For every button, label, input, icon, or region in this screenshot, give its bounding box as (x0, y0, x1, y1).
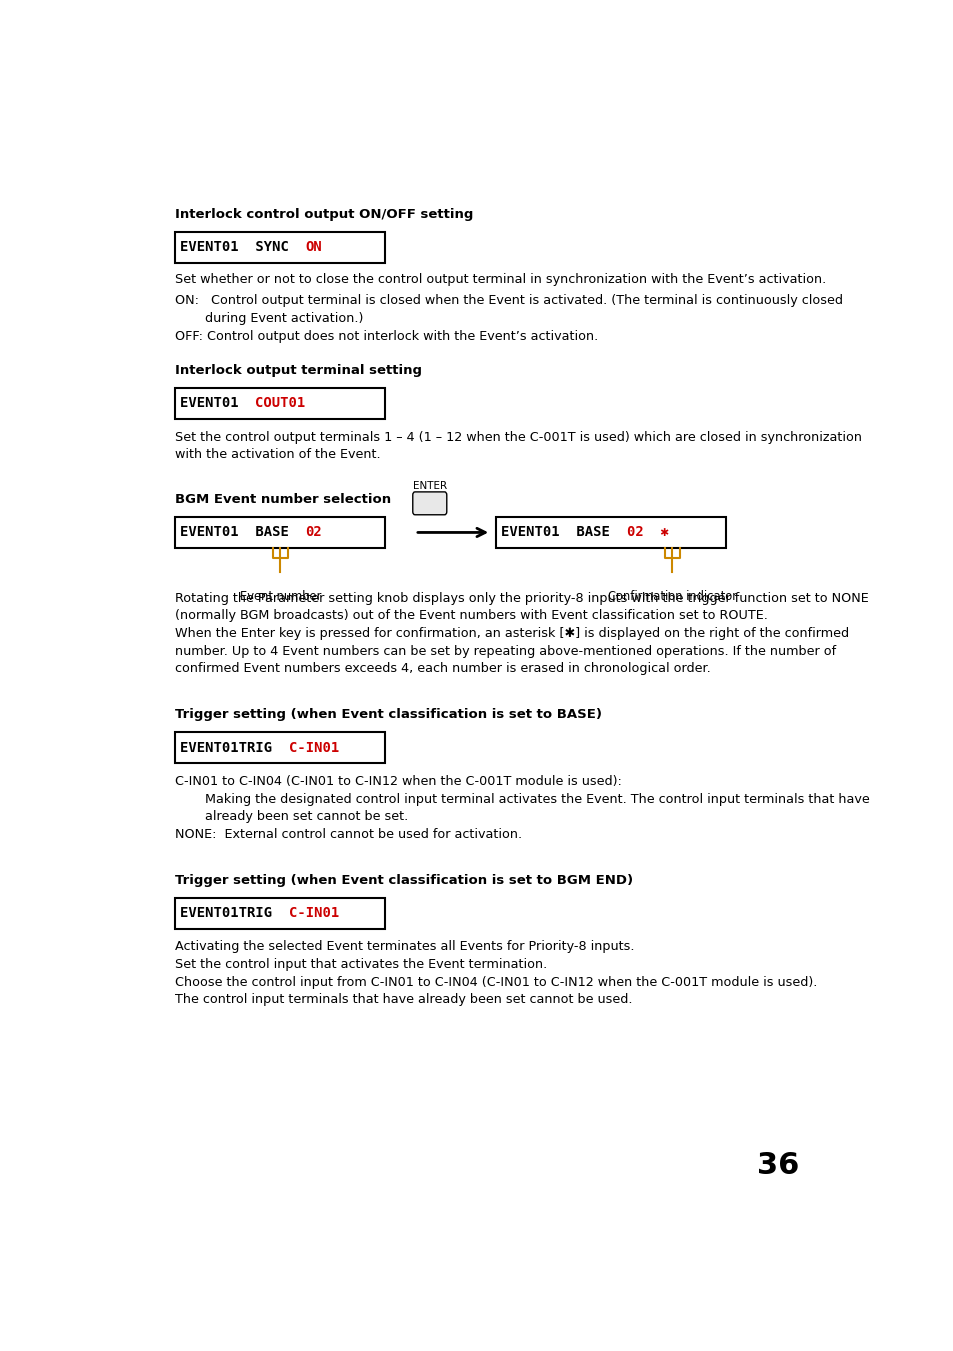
Text: Making the designated control input terminal activates the Event. The control in: Making the designated control input term… (205, 793, 869, 805)
Text: NONE:  External control cannot be used for activation.: NONE: External control cannot be used fo… (174, 828, 521, 840)
Bar (174, 732, 385, 763)
Text: Set whether or not to close the control output terminal in synchronization with : Set whether or not to close the control … (174, 273, 825, 286)
Text: ENTER: ENTER (413, 481, 446, 490)
Text: When the Enter key is pressed for confirmation, an asterisk [✱] is displayed on : When the Enter key is pressed for confir… (174, 627, 848, 640)
Text: EVENT01  BASE: EVENT01 BASE (501, 526, 626, 539)
Text: COUT01: COUT01 (255, 396, 305, 411)
Text: EVENT01TRIG: EVENT01TRIG (180, 740, 289, 755)
Text: already been set cannot be set.: already been set cannot be set. (205, 811, 408, 823)
Bar (174, 897, 385, 928)
Bar (174, 388, 385, 419)
Text: EVENT01: EVENT01 (180, 396, 255, 411)
Text: C-IN01 to C-IN04 (C-IN01 to C-IN12 when the C-001T module is used):: C-IN01 to C-IN04 (C-IN01 to C-IN12 when … (174, 775, 621, 788)
Text: with the activation of the Event.: with the activation of the Event. (174, 449, 380, 461)
Text: 02: 02 (305, 526, 322, 539)
Text: The control input terminals that have already been set cannot be used.: The control input terminals that have al… (174, 993, 632, 1006)
FancyBboxPatch shape (413, 492, 446, 515)
Text: 36: 36 (757, 1151, 799, 1179)
Text: number. Up to 4 Event numbers can be set by repeating above-mentioned operations: number. Up to 4 Event numbers can be set… (174, 644, 835, 658)
Text: EVENT01TRIG: EVENT01TRIG (180, 907, 289, 920)
Text: Set the control input that activates the Event termination.: Set the control input that activates the… (174, 958, 546, 971)
Text: Rotating the Parameter setting knob displays only the priority-8 inputs with the: Rotating the Parameter setting knob disp… (174, 592, 867, 605)
Bar (174, 517, 385, 549)
Text: Event number: Event number (239, 589, 321, 603)
Text: C-IN01: C-IN01 (289, 740, 338, 755)
Text: EVENT01  BASE: EVENT01 BASE (180, 526, 305, 539)
Text: Choose the control input from C-IN01 to C-IN04 (C-IN01 to C-IN12 when the C-001T: Choose the control input from C-IN01 to … (174, 975, 816, 989)
Text: C-IN01: C-IN01 (289, 907, 338, 920)
Bar (496, 517, 725, 549)
Text: Activating the selected Event terminates all Events for Priority-8 inputs.: Activating the selected Event terminates… (174, 940, 634, 954)
Text: Trigger setting (when Event classification is set to BASE): Trigger setting (when Event classificati… (174, 708, 601, 721)
Bar (174, 232, 385, 263)
Text: EVENT01  SYNC: EVENT01 SYNC (180, 240, 305, 254)
Text: Set the control output terminals 1 – 4 (1 – 12 when the C-001T is used) which ar: Set the control output terminals 1 – 4 (… (174, 431, 861, 443)
Text: 02  ✱: 02 ✱ (626, 526, 668, 539)
Text: ON:   Control output terminal is closed when the Event is activated. (The termin: ON: Control output terminal is closed wh… (174, 295, 841, 307)
Text: BGM Event number selection: BGM Event number selection (174, 493, 391, 505)
Text: Interlock output terminal setting: Interlock output terminal setting (174, 363, 421, 377)
Text: Trigger setting (when Event classification is set to BGM END): Trigger setting (when Event classificati… (174, 874, 632, 886)
Text: Confirmation indicator: Confirmation indicator (607, 589, 736, 603)
Text: OFF: Control output does not interlock with the Event’s activation.: OFF: Control output does not interlock w… (174, 330, 598, 343)
Text: Interlock control output ON/OFF setting: Interlock control output ON/OFF setting (174, 208, 473, 222)
Text: confirmed Event numbers exceeds 4, each number is erased in chronological order.: confirmed Event numbers exceeds 4, each … (174, 662, 710, 676)
Text: ON: ON (305, 240, 322, 254)
Text: (normally BGM broadcasts) out of the Event numbers with Event classification set: (normally BGM broadcasts) out of the Eve… (174, 609, 767, 623)
Text: during Event activation.): during Event activation.) (205, 312, 363, 326)
